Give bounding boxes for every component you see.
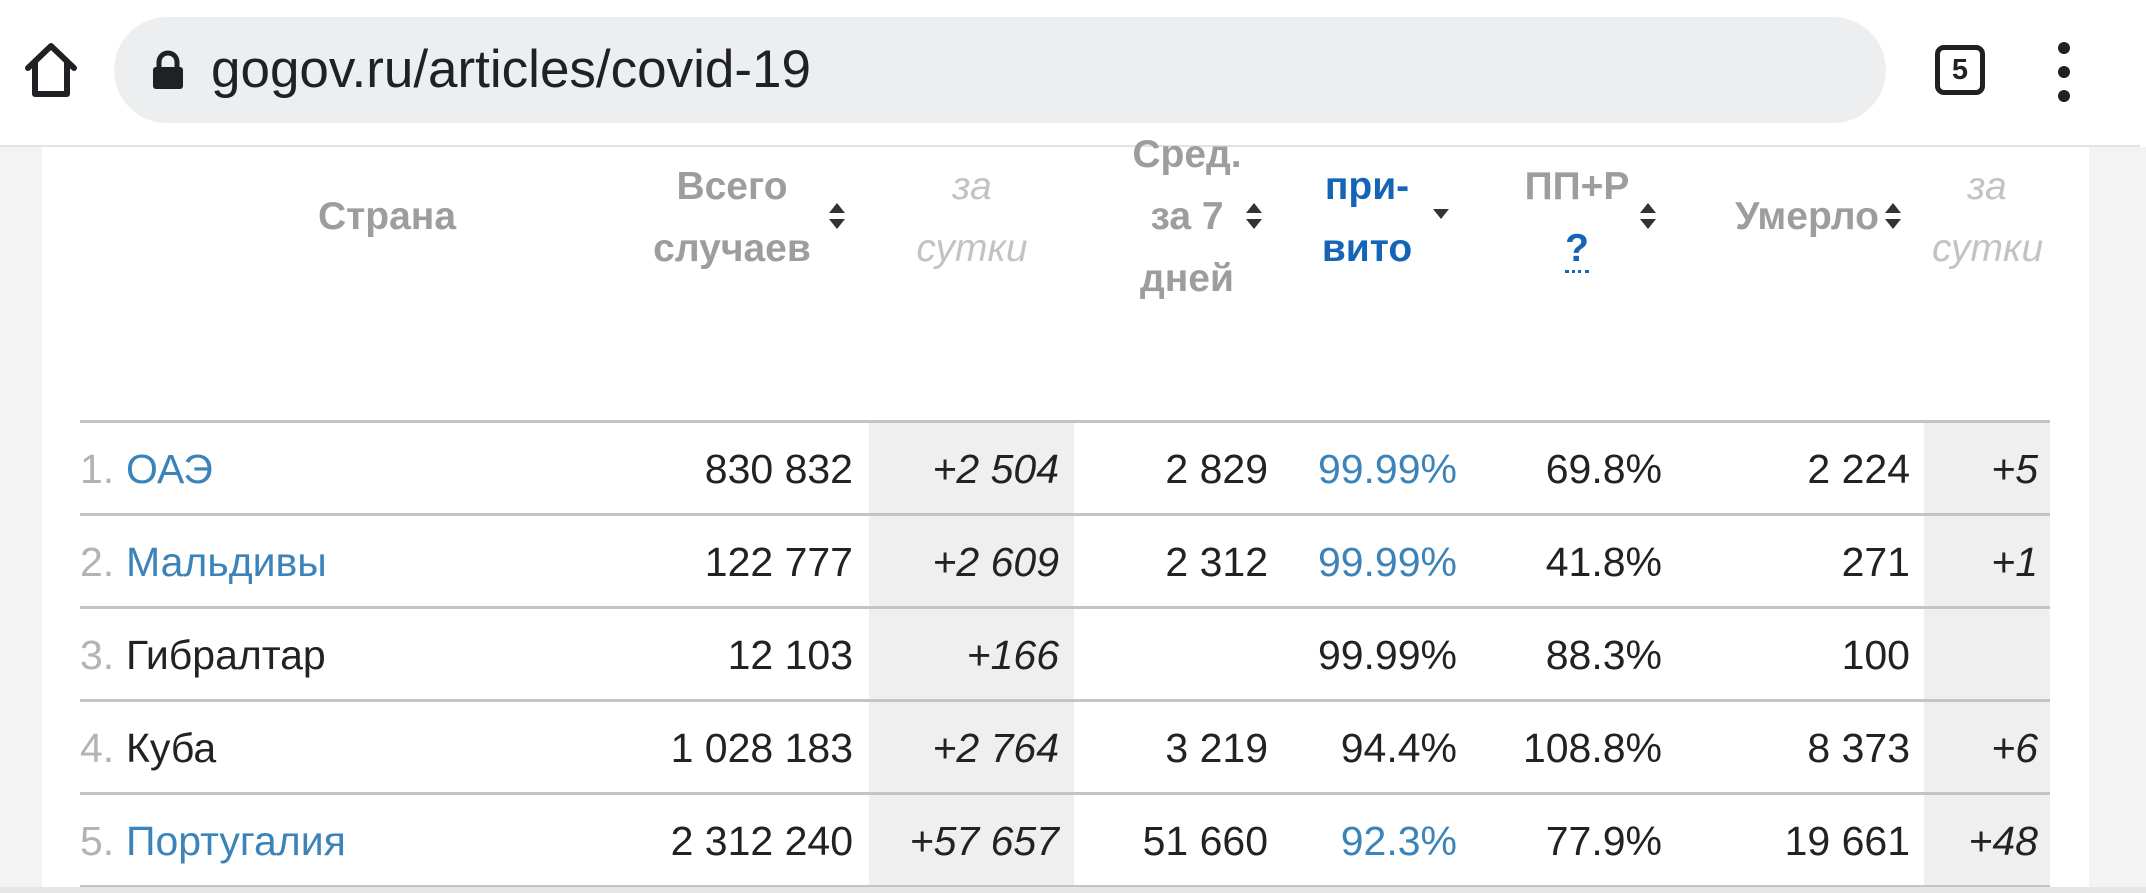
row-number: 3. [80, 632, 115, 678]
row-divider [80, 420, 2050, 423]
avg-7-days: 51 660 [1142, 818, 1268, 864]
row-divider [80, 885, 2050, 888]
total-cases: 122 777 [704, 539, 853, 585]
help-link[interactable]: ? [1565, 227, 1589, 273]
header-total-cases[interactable]: Всего случаев [642, 156, 822, 280]
header-day-cases-line2: сутки [916, 227, 1028, 270]
total-cases: 12 103 [727, 632, 853, 678]
total-cases: 830 832 [704, 446, 853, 492]
header-country[interactable]: Страна [317, 195, 457, 238]
day-deaths [1924, 609, 2038, 702]
row-number: 4. [80, 725, 115, 771]
row-divider [80, 699, 2050, 702]
vaccinated-value: 94.4% [1340, 725, 1457, 771]
header-avg-7-days[interactable]: Сред. за 7 дней [1112, 124, 1262, 310]
day-cases: +57 657 [909, 818, 1059, 864]
header-pp-r[interactable]: ПП+Р ? [1512, 156, 1642, 280]
avg-7-days [1082, 609, 1268, 702]
row-number: 5. [80, 818, 115, 864]
day-cases: +2 764 [932, 725, 1059, 771]
header-total-line2: случаев [653, 227, 811, 270]
header-day-deaths: за сутки [1932, 156, 2044, 280]
header-vax-line1: при- [1324, 165, 1410, 208]
header-day-deaths-line2: сутки [1932, 227, 2044, 270]
deaths: 100 [1841, 632, 1910, 678]
sort-icon[interactable] [1245, 201, 1263, 231]
day-cases: +2 504 [932, 446, 1059, 492]
vaccinated-link[interactable]: 99.99% [1317, 446, 1457, 492]
header-vaccinated[interactable]: при- вито [1312, 156, 1422, 280]
avg-7-days: 2 312 [1165, 539, 1268, 585]
row-number: 1. [80, 446, 115, 492]
vaccinated-link[interactable]: 92.3% [1340, 818, 1457, 864]
header-vax-line2: вито [1321, 227, 1413, 270]
more-vert-icon[interactable] [2050, 42, 2080, 102]
row-divider [80, 606, 2050, 609]
deaths: 8 373 [1807, 725, 1910, 771]
row-divider [80, 513, 2050, 516]
day-cases: +2 609 [932, 539, 1059, 585]
header-avg-line3: дней [1140, 257, 1234, 300]
row-divider [80, 792, 2050, 795]
sort-icon[interactable] [1639, 201, 1657, 231]
sort-desc-icon[interactable] [1432, 205, 1450, 235]
day-cases: +166 [966, 632, 1059, 678]
header-day-cases-line1: за [952, 165, 992, 208]
bottom-edge [0, 887, 2146, 893]
day-deaths: +6 [1991, 725, 2038, 771]
vaccinated-link[interactable]: 99.99% [1317, 539, 1457, 585]
header-deaths[interactable]: Умерло [1735, 195, 1879, 238]
header-total-line1: Всего [676, 165, 788, 208]
covid-table: Страна Всего случаев за сутки Сред. за 7… [42, 133, 2089, 893]
sort-icon[interactable] [828, 201, 846, 231]
day-deaths: +48 [1968, 818, 2038, 864]
header-day-deaths-line1: за [1967, 165, 2007, 208]
country-link[interactable]: Португалия [126, 818, 346, 864]
country-name: Куба [126, 725, 217, 771]
deaths: 19 661 [1784, 818, 1910, 864]
day-deaths: +5 [1991, 446, 2038, 492]
country-link[interactable]: Мальдивы [126, 539, 327, 585]
country-link[interactable]: ОАЭ [126, 446, 213, 492]
country-name: Гибралтар [126, 632, 326, 678]
tabs-icon[interactable]: 5 [1935, 45, 1985, 95]
browser-toolbar: gogov.ru/articles/covid-19 5 [0, 0, 2140, 147]
total-cases: 2 312 240 [670, 818, 853, 864]
row-number: 2. [80, 539, 115, 585]
home-icon[interactable] [20, 38, 82, 100]
header-avg-line1: Сред. [1132, 133, 1242, 176]
pp-r-value: 108.8% [1522, 725, 1662, 771]
url-text[interactable]: gogov.ru/articles/covid-19 [211, 40, 811, 99]
deaths: 271 [1841, 539, 1910, 585]
day-cases-column-bg [869, 423, 1074, 893]
page-content: Страна Всего случаев за сутки Сред. за 7… [0, 133, 2146, 893]
sort-icon[interactable] [1884, 201, 1902, 231]
header-day-cases: за сутки [912, 156, 1032, 280]
day-deaths-column-bg [1924, 423, 2050, 893]
address-bar[interactable]: gogov.ru/articles/covid-19 [114, 17, 1886, 123]
pp-r-value: 88.3% [1545, 632, 1662, 678]
total-cases: 1 028 183 [670, 725, 853, 771]
day-deaths: +1 [1991, 539, 2038, 585]
vaccinated-value: 99.99% [1317, 632, 1457, 678]
pp-r-value: 69.8% [1545, 446, 1662, 492]
avg-7-days: 3 219 [1165, 725, 1268, 771]
pp-r-value: 41.8% [1545, 539, 1662, 585]
header-avg-line2: за 7 [1150, 195, 1224, 238]
avg-7-days: 2 829 [1165, 446, 1268, 492]
deaths: 2 224 [1807, 446, 1910, 492]
pp-r-value: 77.9% [1545, 818, 1662, 864]
header-pp-line1: ПП+Р [1524, 165, 1630, 208]
lock-icon [150, 50, 186, 90]
